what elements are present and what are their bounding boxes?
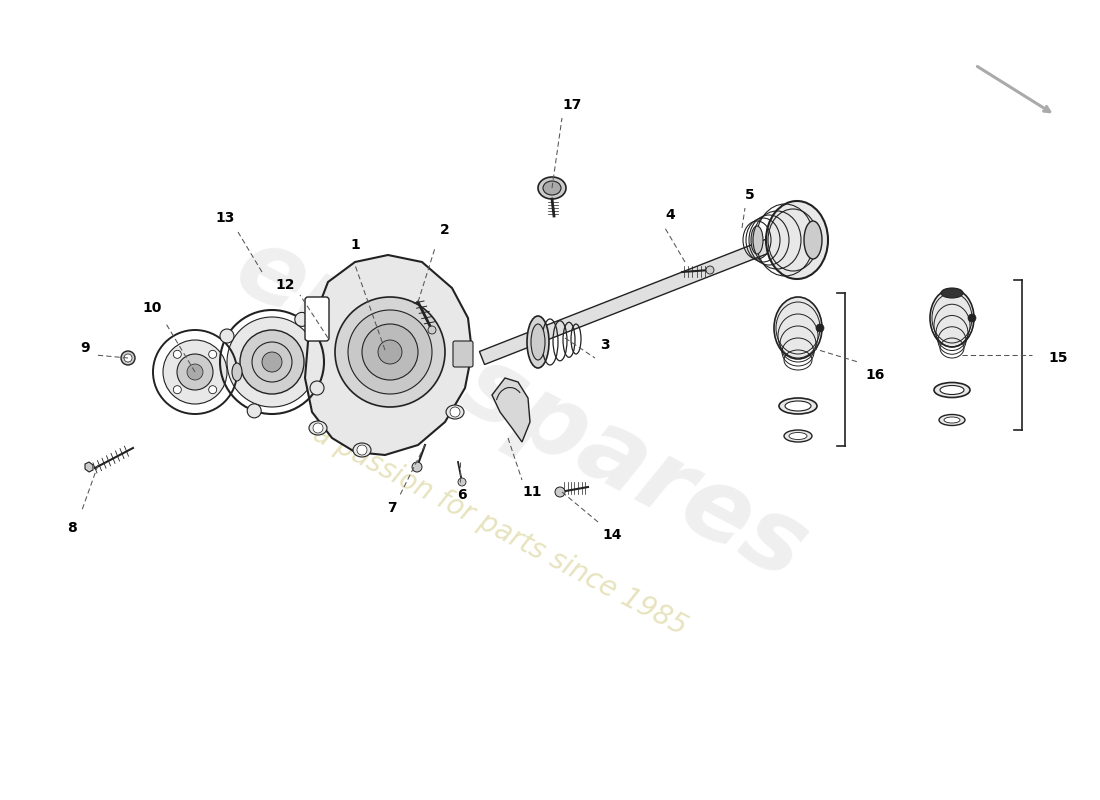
- Text: eurospares: eurospares: [218, 218, 822, 602]
- Text: 9: 9: [80, 341, 90, 355]
- Ellipse shape: [751, 226, 763, 254]
- Text: 15: 15: [1048, 351, 1068, 365]
- Circle shape: [816, 324, 824, 332]
- Text: 12: 12: [275, 278, 295, 292]
- Ellipse shape: [785, 401, 811, 411]
- Text: 10: 10: [142, 301, 162, 315]
- Ellipse shape: [944, 417, 960, 423]
- Ellipse shape: [784, 430, 812, 442]
- Circle shape: [174, 386, 182, 394]
- Text: 7: 7: [387, 501, 397, 515]
- Circle shape: [450, 407, 460, 417]
- Text: 6: 6: [458, 488, 466, 502]
- Text: 17: 17: [562, 98, 582, 112]
- Text: 4: 4: [666, 208, 675, 222]
- Text: 14: 14: [603, 528, 622, 542]
- Circle shape: [556, 487, 565, 497]
- Text: a passion for parts since 1985: a passion for parts since 1985: [308, 419, 692, 641]
- Ellipse shape: [779, 398, 817, 414]
- Circle shape: [227, 317, 317, 407]
- Circle shape: [412, 462, 422, 472]
- Ellipse shape: [789, 433, 807, 439]
- Ellipse shape: [543, 181, 561, 195]
- Circle shape: [458, 478, 466, 486]
- Ellipse shape: [446, 405, 464, 419]
- Circle shape: [248, 404, 261, 418]
- Circle shape: [209, 386, 217, 394]
- Circle shape: [348, 310, 432, 394]
- Circle shape: [187, 364, 204, 380]
- Circle shape: [121, 351, 135, 365]
- Polygon shape: [492, 378, 530, 442]
- Circle shape: [163, 340, 227, 404]
- Circle shape: [362, 324, 418, 380]
- Ellipse shape: [232, 363, 242, 381]
- Text: 3: 3: [601, 338, 609, 352]
- Text: 1: 1: [350, 238, 360, 252]
- Ellipse shape: [930, 289, 974, 347]
- Circle shape: [706, 266, 714, 274]
- FancyBboxPatch shape: [305, 297, 329, 341]
- Ellipse shape: [353, 443, 371, 457]
- Circle shape: [358, 445, 367, 455]
- Circle shape: [310, 381, 324, 395]
- Circle shape: [220, 329, 234, 343]
- Circle shape: [378, 340, 402, 364]
- Polygon shape: [480, 235, 781, 365]
- Ellipse shape: [538, 177, 566, 199]
- Polygon shape: [85, 462, 94, 472]
- Circle shape: [428, 326, 436, 334]
- Ellipse shape: [309, 421, 327, 435]
- Circle shape: [295, 313, 309, 326]
- FancyBboxPatch shape: [453, 341, 473, 367]
- Ellipse shape: [939, 414, 965, 426]
- Ellipse shape: [940, 386, 964, 394]
- Circle shape: [209, 350, 217, 358]
- Ellipse shape: [531, 324, 544, 360]
- Circle shape: [336, 297, 446, 407]
- Text: 2: 2: [440, 223, 450, 237]
- Circle shape: [968, 314, 976, 322]
- Text: 8: 8: [67, 521, 77, 535]
- Circle shape: [240, 330, 304, 394]
- Circle shape: [252, 342, 292, 382]
- Text: 13: 13: [216, 211, 234, 225]
- Circle shape: [314, 423, 323, 433]
- Ellipse shape: [804, 221, 822, 259]
- Ellipse shape: [934, 382, 970, 398]
- Circle shape: [262, 352, 282, 372]
- Text: 11: 11: [522, 485, 541, 499]
- Circle shape: [174, 350, 182, 358]
- Text: 16: 16: [866, 368, 884, 382]
- Polygon shape: [305, 255, 472, 455]
- Ellipse shape: [774, 297, 822, 359]
- Circle shape: [177, 354, 213, 390]
- Ellipse shape: [940, 288, 962, 298]
- Text: 5: 5: [745, 188, 755, 202]
- Circle shape: [124, 354, 132, 362]
- Ellipse shape: [527, 316, 549, 368]
- Ellipse shape: [766, 201, 828, 279]
